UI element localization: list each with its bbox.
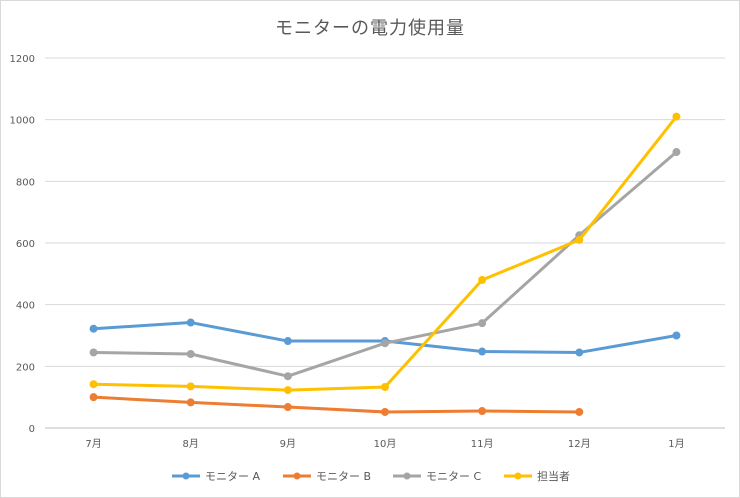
data-point xyxy=(381,339,389,348)
legend-label: 担当者 xyxy=(537,469,570,483)
legend-label: モニター C xyxy=(426,470,481,483)
data-point xyxy=(283,337,292,346)
data-point xyxy=(478,407,487,416)
data-point xyxy=(478,276,487,284)
x-tick-label: 10月 xyxy=(374,438,397,450)
data-point xyxy=(186,398,195,407)
data-point xyxy=(283,386,292,395)
data-point xyxy=(283,372,292,381)
series-line xyxy=(92,395,581,414)
legend-label: モニター A xyxy=(205,470,260,483)
x-tick-label: 12月 xyxy=(568,438,591,450)
data-point xyxy=(575,235,584,244)
data-point xyxy=(89,380,98,389)
y-tick-label: 0 xyxy=(29,424,35,435)
y-tick-label: 800 xyxy=(16,177,35,188)
data-point xyxy=(186,318,195,327)
data-point xyxy=(575,348,584,357)
y-tick-label: 400 xyxy=(16,301,35,312)
x-tick-label: 8月 xyxy=(183,438,199,450)
legend-swatch-marker xyxy=(293,472,301,480)
y-tick-label: 600 xyxy=(16,239,35,250)
data-point xyxy=(186,382,195,391)
data-point xyxy=(89,393,98,402)
series-line xyxy=(92,115,678,392)
x-tick-label: 7月 xyxy=(85,438,101,450)
y-tick-label: 1000 xyxy=(10,116,35,127)
chart-title: モニターの電力使用量 xyxy=(275,18,465,39)
data-point xyxy=(283,403,292,412)
x-tick-label: 9月 xyxy=(280,438,296,450)
data-point xyxy=(672,112,681,121)
data-point xyxy=(381,382,389,391)
data-point xyxy=(672,331,681,340)
legend-swatch-marker xyxy=(514,472,522,480)
data-point xyxy=(478,319,487,328)
data-point xyxy=(381,407,389,416)
legend-label: モニター B xyxy=(316,470,371,483)
data-point xyxy=(478,347,487,356)
x-tick-label: 11月 xyxy=(471,438,494,450)
data-point xyxy=(672,148,681,157)
data-point xyxy=(89,348,98,357)
legend-swatch-marker xyxy=(182,472,190,480)
data-point xyxy=(89,324,98,333)
x-tick-label: 1月 xyxy=(668,438,684,450)
legend-swatch-marker xyxy=(403,472,411,480)
data-point xyxy=(575,407,584,416)
data-point xyxy=(186,350,195,358)
y-tick-label: 200 xyxy=(16,362,35,373)
y-tick-label: 1200 xyxy=(10,54,35,65)
